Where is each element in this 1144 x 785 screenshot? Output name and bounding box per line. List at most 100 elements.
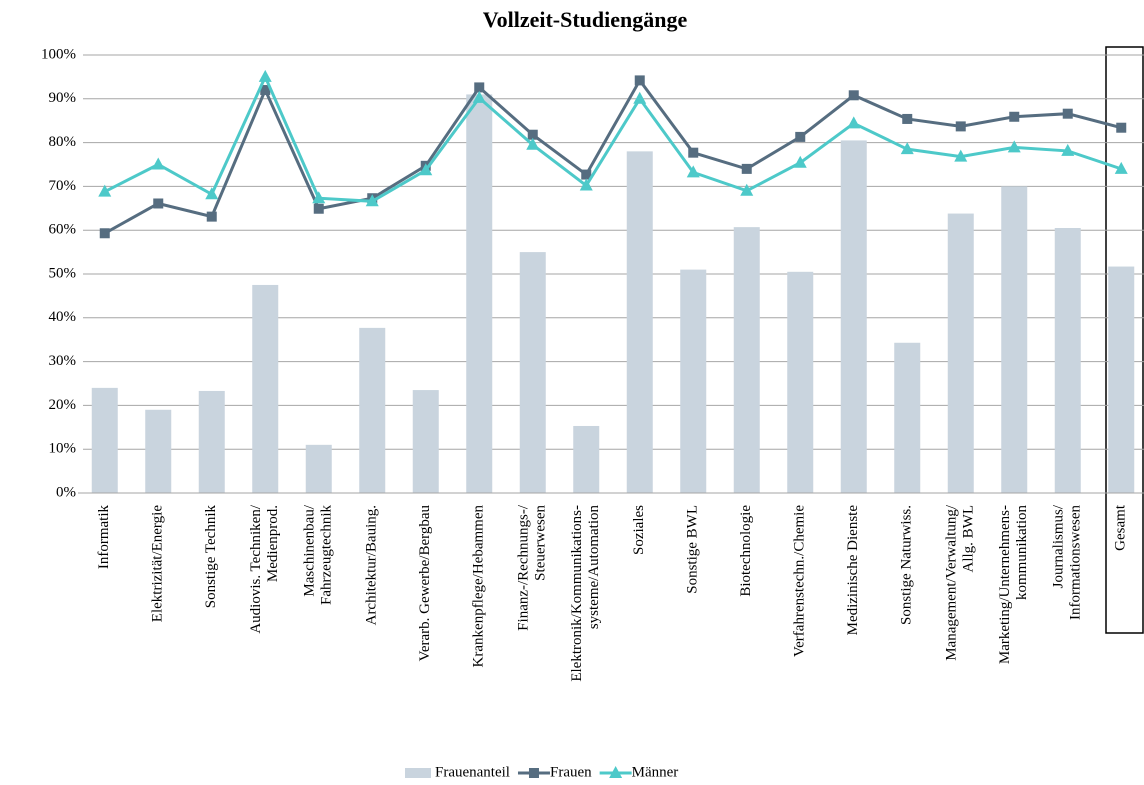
bar (573, 425, 600, 493)
marker (741, 163, 752, 174)
x-tick-label: Verarb. Gewerbe/Bergbau (417, 505, 433, 662)
bar (733, 227, 760, 493)
bar (1001, 186, 1028, 493)
marker (1062, 108, 1073, 119)
marker (365, 194, 379, 207)
bar (198, 390, 225, 493)
line (104, 77, 1122, 235)
legend-item: Frauenanteil (405, 764, 510, 780)
x-tick-label: Sonstige Naturwiss. (899, 505, 915, 625)
marker (472, 90, 486, 103)
x-tick-label: Management/Verwaltung/ (944, 504, 960, 661)
marker (527, 129, 538, 140)
bar (1108, 266, 1135, 493)
legend-item: Frauen (517, 764, 592, 780)
marker (419, 163, 433, 176)
x-tick-label: Architektur/Bauing. (364, 505, 380, 625)
x-tick-label: Sonstige BWL (685, 505, 701, 594)
x-tick-label: Elektronik/Kommunikations- (569, 505, 585, 682)
y-tick-label: 20% (49, 397, 77, 413)
highlight-box (1105, 46, 1144, 634)
bar (466, 94, 493, 494)
marker (205, 187, 219, 200)
x-tick-label: Gesamt (1113, 504, 1129, 551)
marker (99, 228, 110, 239)
x-tick-label: Medizinische Dienste (845, 505, 861, 636)
marker (258, 69, 272, 82)
marker (634, 75, 645, 86)
bar (947, 213, 974, 493)
x-tick-label: Fahrzeugtechnik (319, 505, 335, 605)
bar (145, 409, 172, 493)
legend-label: Männer (632, 764, 679, 780)
bar (412, 390, 439, 493)
x-tick-label: Audiovis. Techniken/ (248, 504, 264, 633)
marker (793, 155, 807, 168)
legend-swatch (405, 768, 431, 778)
bar (840, 140, 867, 493)
x-tick-label: Maschinenbau/ (302, 504, 318, 596)
marker (955, 121, 966, 132)
marker (900, 142, 914, 155)
x-tick-label: Steuerwesen (533, 505, 549, 581)
legend-marker (528, 768, 539, 778)
x-tick-label: systeme/Automation (586, 505, 602, 630)
bar (519, 252, 546, 493)
chart-title: Vollzeit-Studiengänge (483, 7, 688, 32)
marker (526, 137, 540, 150)
bar (1054, 228, 1081, 493)
marker (260, 85, 271, 96)
marker (579, 178, 593, 191)
x-tick-label: kommunikation (1014, 505, 1030, 600)
bar (359, 327, 386, 493)
marker (954, 149, 968, 162)
bar (305, 444, 332, 493)
x-tick-label: Journalismus/ (1051, 504, 1067, 588)
x-tick-label: Finanz-/Rechnungs-/ (516, 504, 532, 631)
y-tick-label: 10% (49, 441, 77, 457)
x-tick-label: Biotechnologie (738, 505, 754, 597)
y-tick-label: 70% (49, 178, 77, 194)
legend-marker (609, 766, 623, 778)
bar (894, 342, 921, 493)
marker (902, 113, 913, 124)
marker (848, 90, 859, 101)
y-tick-label: 90% (49, 90, 77, 106)
bar (680, 269, 707, 493)
marker (740, 183, 754, 196)
legend-label: Frauenanteil (435, 764, 510, 780)
bar (91, 387, 118, 493)
marker (1114, 161, 1128, 174)
x-tick-label: Allg. BWL (961, 505, 977, 573)
marker (1007, 140, 1021, 153)
y-tick-label: 0% (56, 484, 76, 500)
bar (787, 271, 814, 493)
marker (313, 203, 324, 214)
x-tick-label: Elektrizität/Energie (150, 505, 166, 623)
y-tick-label: 30% (49, 353, 77, 369)
marker (1009, 111, 1020, 122)
x-tick-label: Soziales (631, 505, 647, 555)
marker (474, 82, 485, 93)
y-tick-label: 60% (49, 222, 77, 238)
x-tick-label: Krankenpflege/Hebammen (471, 505, 487, 668)
x-tick-label: Sonstige Technik (203, 505, 219, 609)
marker (847, 116, 861, 129)
marker (153, 198, 164, 209)
marker (151, 157, 165, 170)
x-tick-label: Informationswesen (1068, 505, 1084, 620)
marker (312, 191, 326, 204)
y-tick-label: 50% (49, 265, 77, 281)
x-tick-label: Medienprod. (265, 505, 281, 582)
y-tick-label: 80% (49, 134, 77, 150)
line (104, 73, 1122, 203)
marker (206, 211, 217, 222)
x-tick-label: Verfahrenstechn./Chemie (792, 505, 808, 657)
legend-item: Männer (599, 764, 679, 780)
y-tick-label: 100% (41, 46, 76, 62)
marker (581, 169, 592, 180)
legend-label: Frauen (550, 764, 592, 780)
x-tick-label: Marketing/Unternehmens- (997, 505, 1013, 664)
bar (626, 151, 653, 494)
